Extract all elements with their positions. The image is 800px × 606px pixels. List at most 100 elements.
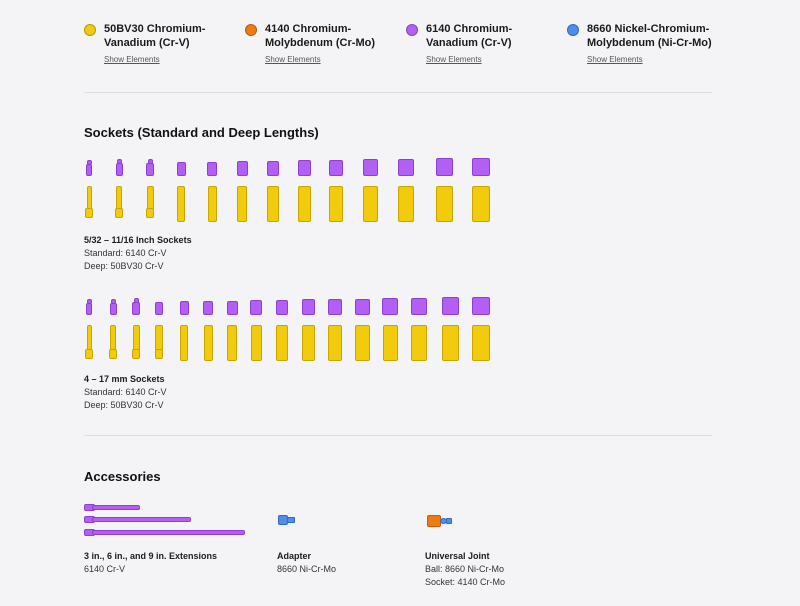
inch-socket-set-illustration [0, 0, 800, 222]
legend-name-line2: Vanadium (Cr-V) [426, 37, 512, 49]
legend-name-line2: Molybdenum (Cr-Mo) [265, 37, 375, 49]
extension-9in [92, 530, 245, 535]
deep-socket-tip [115, 208, 123, 218]
deep-socket [132, 325, 140, 351]
deep-socket [301, 325, 315, 361]
deep-socket [177, 186, 185, 222]
legend-name-line1: 6140 Chromium- [426, 23, 513, 35]
deep-socket-tip [132, 349, 140, 359]
deep-socket [180, 325, 188, 361]
mm-sockets-title: 4 – 17 mm Sockets [84, 374, 165, 384]
legend-name-50bv30: 50BV30 Chromium- Vanadium (Cr-V) [104, 22, 234, 50]
extension-3in [92, 505, 140, 510]
deep-socket [250, 325, 262, 361]
legend-dot-50bv30 [84, 24, 96, 36]
divider [84, 435, 712, 436]
standard-socket [176, 162, 186, 176]
mm-sockets-caption: 4 – 17 mm Sockets Standard: 6140 Cr-V De… [84, 373, 167, 412]
extension-6in [92, 517, 191, 522]
deep-socket [203, 325, 213, 361]
sockets-heading: Sockets (Standard and Deep Lengths) [84, 125, 319, 140]
standard-socket [115, 163, 123, 176]
standard-socket [276, 300, 288, 315]
deep-socket [297, 186, 311, 222]
inch-sockets-caption: 5/32 – 11/16 Inch Sockets Standard: 6140… [84, 234, 192, 273]
mm-sockets-standard: Standard: 6140 Cr-V [84, 387, 167, 397]
inch-sockets-standard: Standard: 6140 Cr-V [84, 248, 167, 258]
standard-socket [226, 301, 238, 315]
deep-socket [110, 325, 116, 351]
standard-socket [441, 297, 459, 315]
extensions-title: 3 in., 6 in., and 9 in. Extensions [84, 551, 218, 561]
standard-socket [354, 299, 370, 315]
standard-socket [329, 160, 343, 176]
deep-socket [354, 325, 370, 361]
deep-socket [237, 186, 247, 222]
deep-socket-tip [85, 208, 93, 218]
standard-socket [155, 302, 163, 315]
extensions-material: 6140 Cr-V [84, 564, 126, 574]
deep-socket [276, 325, 288, 361]
legend-name-line1: 50BV30 Chromium- [104, 23, 206, 35]
legend-name-line1: 8660 Nickel-Chromium- [587, 23, 710, 35]
deep-socket [227, 325, 237, 361]
standard-socket [250, 300, 262, 315]
standard-socket [146, 163, 154, 176]
mm-socket-set-illustration [0, 0, 800, 361]
deep-socket [411, 325, 427, 361]
deep-socket-tip [85, 349, 93, 359]
inch-sockets-deep: Deep: 50BV30 Cr-V [84, 261, 164, 271]
universal-joint-ball-material: Ball: 8660 Ni-Cr-Mo [425, 564, 505, 574]
legend-dot-6140 [406, 24, 418, 36]
deep-socket [86, 186, 92, 210]
deep-socket [435, 186, 453, 222]
deep-socket [86, 325, 92, 351]
standard-socket [435, 158, 453, 176]
show-elements-link-8660[interactable]: Show Elements [587, 55, 643, 64]
legend-dot-4140 [245, 24, 257, 36]
standard-socket-drive [147, 159, 153, 164]
standard-socket [398, 159, 414, 176]
deep-socket [116, 186, 122, 210]
deep-socket [146, 186, 154, 210]
standard-socket-drive [110, 299, 116, 304]
universal-joint-caption: Universal Joint Ball: 8660 Ni-Cr-Mo Sock… [425, 550, 605, 589]
deep-socket [472, 186, 490, 222]
inch-sockets-title: 5/32 – 11/16 Inch Sockets [84, 235, 192, 245]
adapter-caption: Adapter 8660 Ni-Cr-Mo [277, 550, 457, 576]
universal-joint-title: Universal Joint [425, 551, 490, 561]
standard-socket [297, 160, 311, 176]
legend-dot-8660 [567, 24, 579, 36]
standard-socket-drive [133, 298, 139, 303]
deep-socket [362, 186, 378, 222]
legend-name-line2: Molybdenum (Ni-Cr-Mo) [587, 37, 712, 49]
show-elements-link-6140[interactable]: Show Elements [426, 55, 482, 64]
deep-socket-tip [155, 349, 163, 359]
legend-name-line2: Vanadium (Cr-V) [104, 37, 190, 49]
accessories-heading: Accessories [84, 469, 161, 484]
standard-socket [411, 298, 427, 315]
show-elements-link-50bv30[interactable]: Show Elements [104, 55, 160, 64]
standard-socket-drive [86, 160, 92, 165]
universal-joint-drive [446, 518, 452, 524]
adapter-title: Adapter [277, 551, 312, 561]
show-elements-link-4140[interactable]: Show Elements [265, 55, 321, 64]
standard-socket [301, 299, 315, 315]
standard-socket [472, 158, 490, 176]
standard-socket [236, 161, 248, 176]
adapter-tip [287, 517, 295, 523]
deep-socket [398, 186, 414, 222]
legend-name-8660: 8660 Nickel-Chromium- Molybdenum (Ni-Cr-… [587, 22, 717, 50]
deep-socket [155, 325, 163, 351]
deep-socket [382, 325, 398, 361]
standard-socket [179, 301, 189, 315]
deep-socket [441, 325, 459, 361]
adapter-material: 8660 Ni-Cr-Mo [277, 564, 337, 574]
standard-socket [207, 162, 217, 176]
universal-joint-socket [427, 515, 441, 527]
deep-socket-tip [146, 208, 154, 218]
legend-name-6140: 6140 Chromium- Vanadium (Cr-V) [426, 22, 556, 50]
standard-socket [132, 302, 140, 315]
deep-socket-tip [109, 349, 117, 359]
universal-joint-socket-material: Socket: 4140 Cr-Mo [425, 577, 506, 587]
